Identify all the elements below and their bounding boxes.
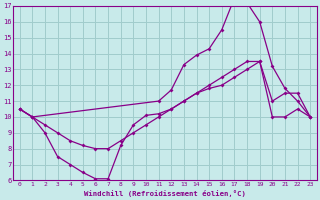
X-axis label: Windchill (Refroidissement éolien,°C): Windchill (Refroidissement éolien,°C)	[84, 190, 246, 197]
